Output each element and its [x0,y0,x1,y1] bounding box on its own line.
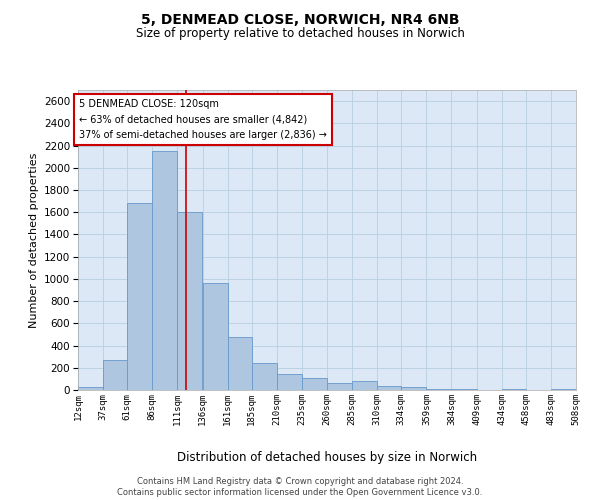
Bar [227,336,251,390]
Text: Contains public sector information licensed under the Open Government Licence v3: Contains public sector information licen… [118,488,482,497]
Bar [427,389,451,390]
Text: Contains HM Land Registry data © Crown copyright and database right 2024.: Contains HM Land Registry data © Crown c… [137,476,463,486]
Bar [152,151,178,390]
Y-axis label: Number of detached properties: Number of detached properties [29,152,38,328]
Bar [127,204,152,390]
Text: Size of property relative to detached houses in Norwich: Size of property relative to detached ho… [136,28,464,40]
Text: 5 DENMEAD CLOSE: 120sqm
← 63% of detached houses are smaller (4,842)
37% of semi: 5 DENMEAD CLOSE: 120sqm ← 63% of detache… [79,99,327,140]
Bar [502,389,526,390]
Text: 5, DENMEAD CLOSE, NORWICH, NR4 6NB: 5, DENMEAD CLOSE, NORWICH, NR4 6NB [141,12,459,26]
Bar [551,389,576,390]
Bar [78,387,103,390]
Bar [377,386,401,390]
Bar [178,212,202,390]
Bar [277,374,302,390]
Bar [352,381,377,390]
Bar [302,378,327,390]
Bar [203,284,227,390]
Bar [451,389,476,390]
Text: Distribution of detached houses by size in Norwich: Distribution of detached houses by size … [177,451,477,464]
Bar [103,360,127,390]
Bar [251,364,277,390]
Bar [327,384,352,390]
Bar [401,386,427,390]
